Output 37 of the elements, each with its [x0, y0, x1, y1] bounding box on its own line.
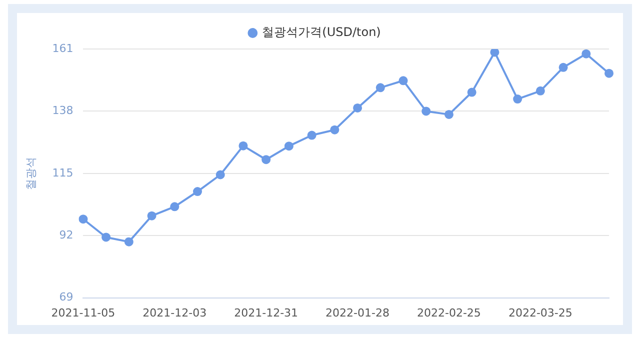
point — [330, 125, 340, 134]
point — [353, 103, 362, 112]
point — [490, 49, 500, 57]
x-tick-label: 2021-11-05 — [51, 306, 116, 320]
point — [604, 68, 614, 78]
point — [444, 110, 454, 119]
point — [284, 142, 294, 151]
point — [238, 141, 248, 150]
y-axis-title: 철광석 — [24, 156, 38, 190]
x-tick-label: 2021-12-31 — [234, 306, 298, 320]
x-tick-label: 2022-02-25 — [417, 306, 481, 320]
y-tick-label: 92 — [59, 228, 74, 242]
point — [422, 106, 431, 116]
point — [262, 155, 271, 164]
y-tick-label: 69 — [59, 290, 74, 304]
point — [558, 62, 568, 72]
point — [216, 170, 225, 180]
y-tick-label: 161 — [52, 42, 74, 55]
x-tick-label: 2022-03-25 — [508, 306, 572, 320]
x-tick-label: 2021-12-03 — [142, 306, 207, 320]
point — [170, 202, 180, 212]
point — [307, 130, 316, 140]
y-tick-label: 138 — [52, 104, 74, 118]
point — [513, 94, 522, 104]
point — [124, 237, 134, 246]
y-tick-label: 115 — [52, 166, 74, 180]
legend-label: 철광석가격(USD/ton) — [262, 25, 381, 40]
x-tick-label: 2022-01-28 — [326, 306, 390, 320]
point — [536, 86, 545, 96]
point — [102, 232, 111, 242]
point — [398, 76, 408, 86]
point — [467, 88, 476, 97]
point — [193, 187, 202, 196]
point — [582, 49, 591, 58]
point — [376, 83, 385, 92]
point — [147, 211, 156, 220]
point — [78, 214, 88, 224]
